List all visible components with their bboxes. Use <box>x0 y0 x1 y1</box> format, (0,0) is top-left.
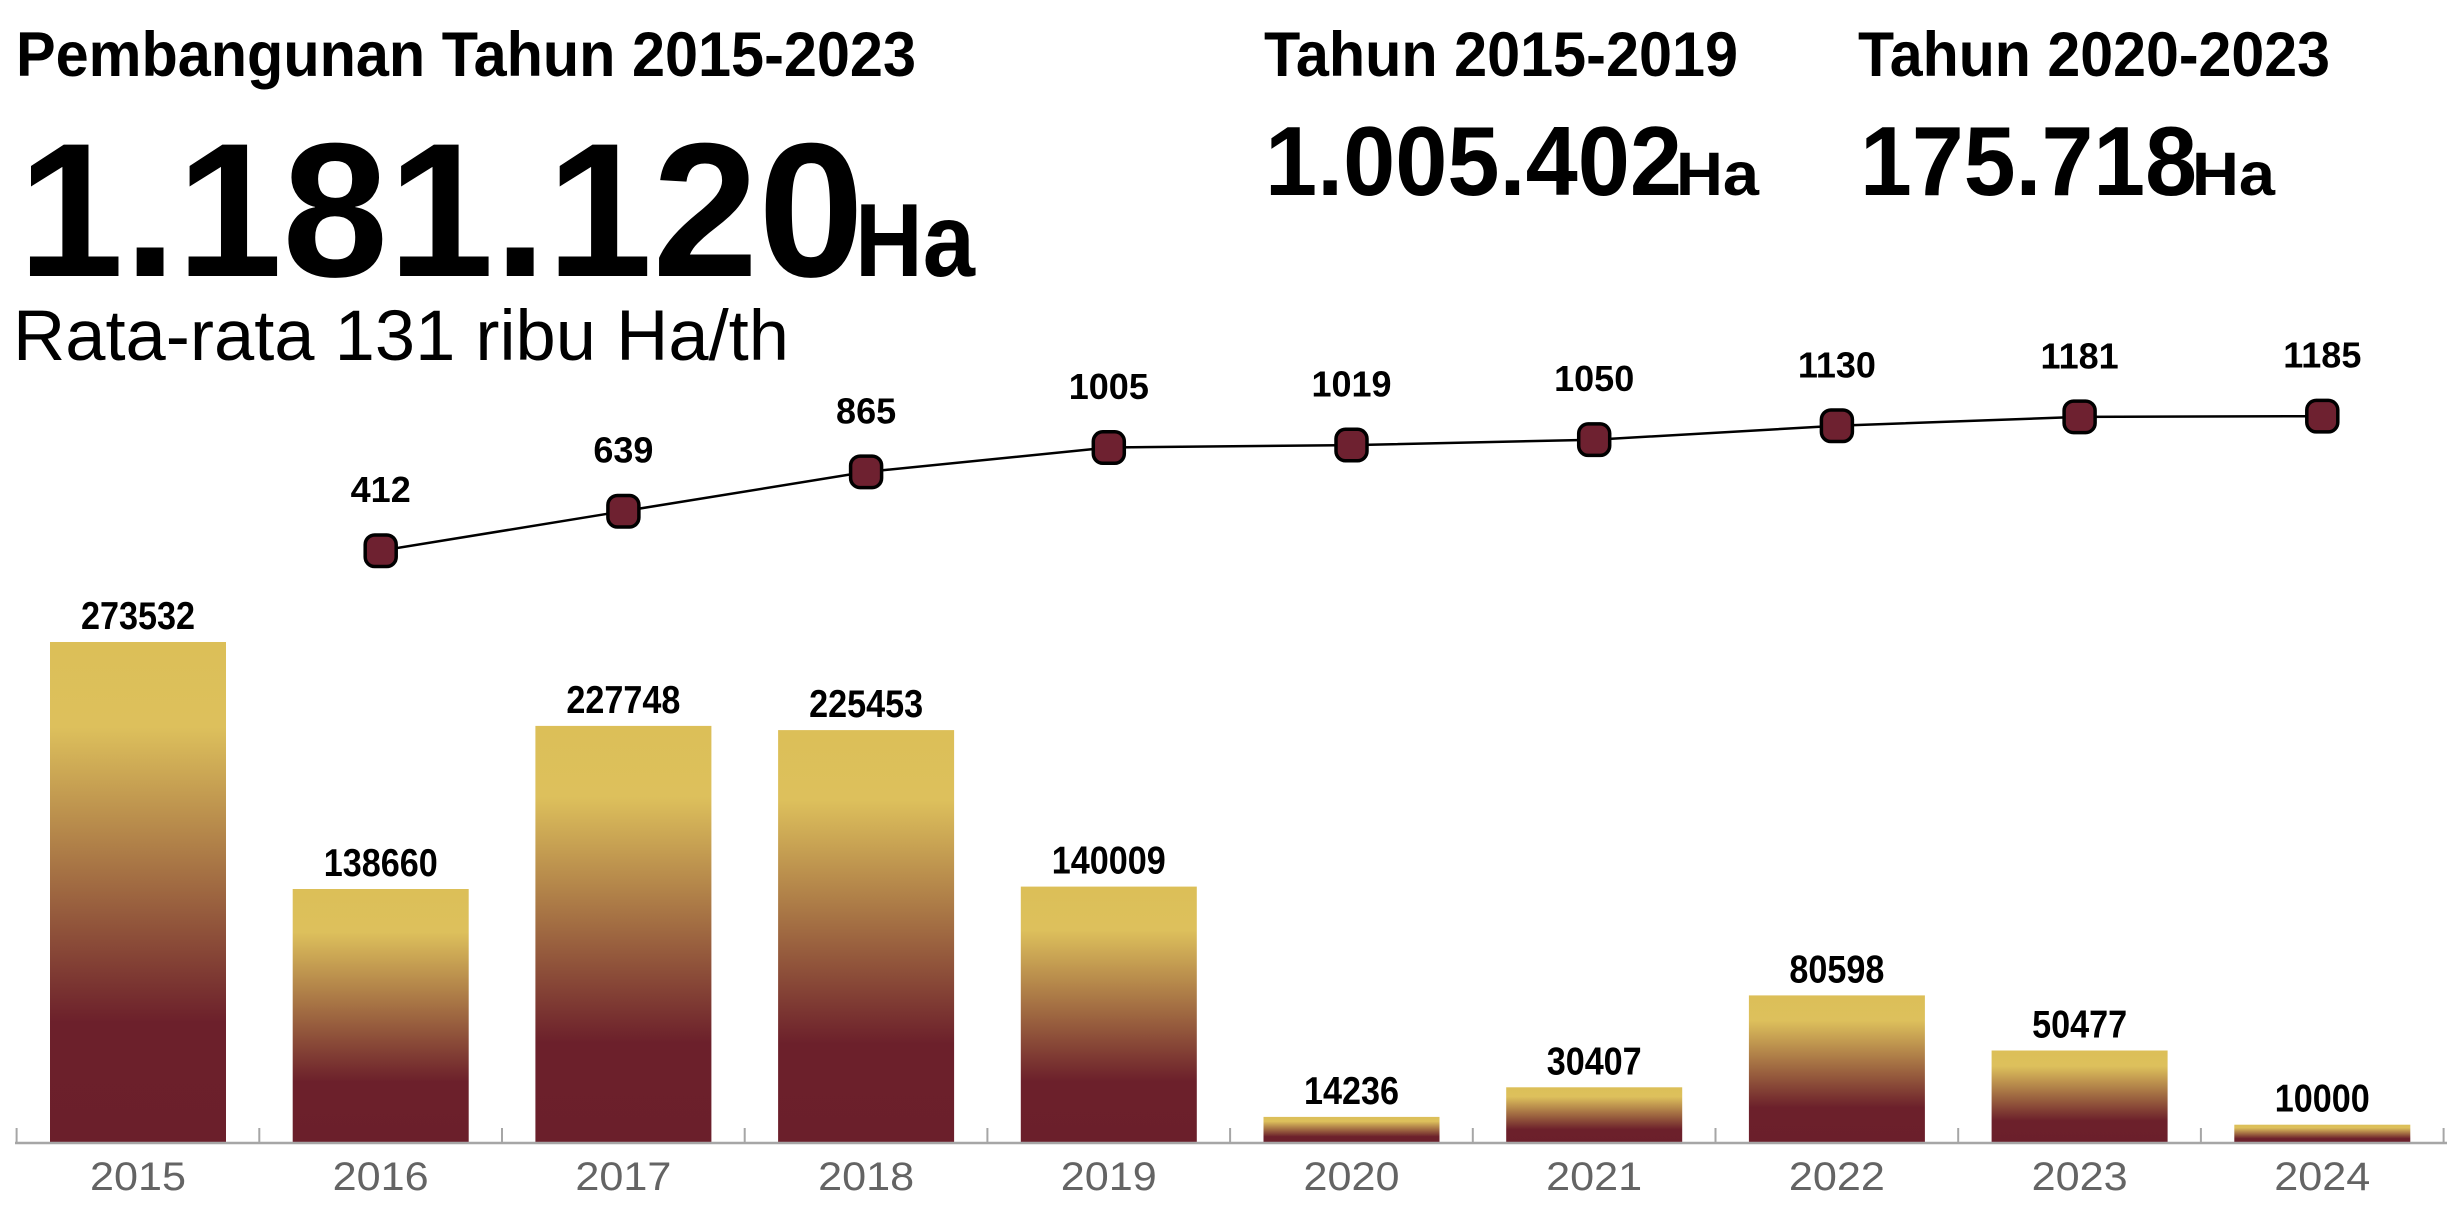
svg-text:2024: 2024 <box>2274 1155 2370 1199</box>
svg-text:Rata-rata 131 ribu Ha/th: Rata-rata 131 ribu Ha/th <box>13 297 789 376</box>
svg-text:1050: 1050 <box>1554 358 1634 399</box>
svg-text:10000: 10000 <box>2275 1078 2370 1121</box>
svg-text:50477: 50477 <box>2032 1004 2127 1047</box>
svg-text:2015: 2015 <box>90 1155 186 1199</box>
svg-text:1005: 1005 <box>1069 366 1149 407</box>
svg-text:2016: 2016 <box>333 1155 429 1199</box>
svg-text:639: 639 <box>593 430 653 471</box>
svg-text:30407: 30407 <box>1547 1040 1642 1083</box>
svg-text:227748: 227748 <box>566 679 680 722</box>
svg-text:Ha: Ha <box>2192 140 2276 208</box>
svg-text:1130: 1130 <box>1798 344 1876 385</box>
svg-text:1185: 1185 <box>2283 335 2361 376</box>
svg-text:2017: 2017 <box>575 1155 671 1199</box>
svg-text:1181: 1181 <box>2041 335 2119 376</box>
svg-text:175.718: 175.718 <box>1860 106 2197 216</box>
svg-text:225453: 225453 <box>809 683 923 726</box>
svg-text:2022: 2022 <box>1789 1155 1885 1199</box>
svg-text:2023: 2023 <box>2032 1155 2128 1199</box>
svg-text:1.005.402: 1.005.402 <box>1265 106 1682 216</box>
svg-text:Ha: Ha <box>1676 140 1760 208</box>
svg-text:Tahun 2015-2019: Tahun 2015-2019 <box>1264 20 1738 90</box>
svg-text:140009: 140009 <box>1052 840 1166 883</box>
svg-text:2018: 2018 <box>818 1155 914 1199</box>
svg-text:2020: 2020 <box>1304 1155 1400 1199</box>
svg-text:1.181.120: 1.181.120 <box>18 104 864 317</box>
svg-text:Tahun 2020-2023: Tahun 2020-2023 <box>1858 20 2330 90</box>
svg-text:1019: 1019 <box>1311 364 1391 405</box>
svg-text:2019: 2019 <box>1061 1155 1157 1199</box>
svg-text:412: 412 <box>351 469 411 510</box>
svg-text:2021: 2021 <box>1546 1155 1642 1199</box>
svg-text:273532: 273532 <box>81 595 195 638</box>
svg-text:14236: 14236 <box>1304 1070 1399 1113</box>
svg-text:80598: 80598 <box>1789 948 1884 991</box>
svg-text:865: 865 <box>836 390 896 431</box>
svg-text:Ha: Ha <box>855 183 976 299</box>
svg-text:138660: 138660 <box>324 842 438 885</box>
svg-text:Pembangunan Tahun 2015-2023: Pembangunan Tahun 2015-2023 <box>16 20 916 90</box>
